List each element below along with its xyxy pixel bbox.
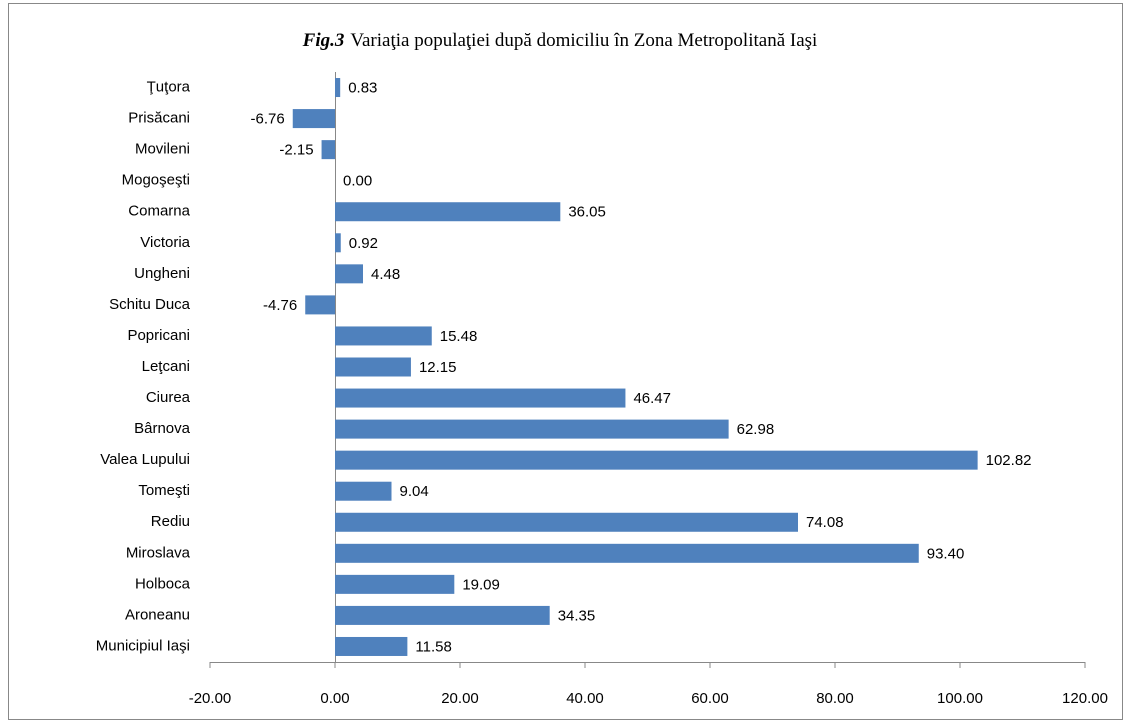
data-label: 36.05	[568, 204, 606, 221]
data-label: 74.08	[806, 514, 844, 531]
y-tick-label: Popricani	[127, 327, 190, 344]
bar	[335, 357, 411, 377]
y-tick-label: Valea Lupului	[100, 451, 190, 468]
bar	[335, 574, 455, 594]
chart-title: Fig.3 Variaţia populaţiei după domiciliu …	[302, 30, 818, 51]
data-label: 62.98	[737, 421, 775, 438]
chart-border	[8, 3, 1123, 720]
data-label: 9.04	[400, 483, 429, 500]
x-tick-label: 20.00	[441, 690, 479, 707]
y-tick-label: Comarna	[128, 203, 190, 220]
bar	[335, 543, 919, 563]
data-label: 93.40	[927, 545, 965, 562]
y-tick-label: Schitu Duca	[109, 296, 191, 313]
data-label: -2.15	[279, 142, 313, 159]
data-label: 19.09	[462, 576, 500, 593]
y-tick-label: Leţcani	[142, 358, 190, 375]
data-label: 4.48	[371, 266, 400, 283]
data-label: 0.92	[349, 235, 378, 252]
title-text: Variaţia populaţiei după domiciliu în Zo…	[350, 30, 817, 51]
y-tick-label: Rediu	[151, 513, 190, 530]
y-tick-label: Ungheni	[134, 265, 190, 282]
bar	[335, 605, 550, 625]
data-label: 12.15	[419, 359, 457, 376]
bar	[321, 140, 335, 160]
data-label: 34.35	[558, 607, 596, 624]
x-tick-label: 80.00	[816, 690, 854, 707]
title-fig: Fig.3	[302, 30, 345, 51]
bar	[335, 202, 561, 222]
y-tick-label: Tomeşti	[138, 482, 190, 499]
bar	[335, 512, 798, 532]
x-tick-label: 60.00	[691, 690, 729, 707]
data-label: 46.47	[633, 390, 671, 407]
data-label: 15.48	[440, 328, 478, 345]
x-tick-label: -20.00	[189, 690, 232, 707]
y-tick-label: Aroneanu	[125, 606, 190, 623]
bar	[335, 636, 408, 656]
bar	[335, 233, 341, 253]
x-tick-label: 100.00	[937, 690, 983, 707]
y-tick-label: Ţuţora	[147, 78, 191, 95]
y-tick-label: Prisăcani	[128, 110, 190, 127]
data-label: 102.82	[986, 452, 1032, 469]
y-tick-label: Miroslava	[126, 544, 191, 561]
data-label: 0.83	[348, 79, 377, 96]
y-tick-label: Ciurea	[146, 389, 191, 406]
x-tick-label: 120.00	[1062, 690, 1108, 707]
y-tick-label: Municipiul Iaşi	[96, 637, 190, 654]
y-tick-label: Victoria	[140, 234, 190, 251]
data-label: -6.76	[251, 111, 285, 128]
y-tick-label: Mogoşeşti	[122, 172, 190, 189]
bar	[335, 388, 626, 408]
y-tick-label: Movileni	[135, 141, 190, 158]
bar	[335, 481, 392, 501]
y-tick-label: Bârnova	[134, 420, 191, 437]
data-label: -4.76	[263, 297, 297, 314]
bar	[292, 109, 335, 129]
bar	[305, 295, 335, 315]
x-tick-label: 0.00	[320, 690, 349, 707]
bar	[335, 326, 432, 346]
data-label: 11.58	[415, 638, 451, 655]
bar	[335, 264, 363, 284]
bar	[335, 450, 978, 470]
bar	[335, 78, 341, 98]
bar	[335, 419, 729, 439]
data-label: 0.00	[343, 173, 372, 190]
x-tick-label: 40.00	[566, 690, 604, 707]
y-tick-label: Holboca	[135, 575, 191, 592]
